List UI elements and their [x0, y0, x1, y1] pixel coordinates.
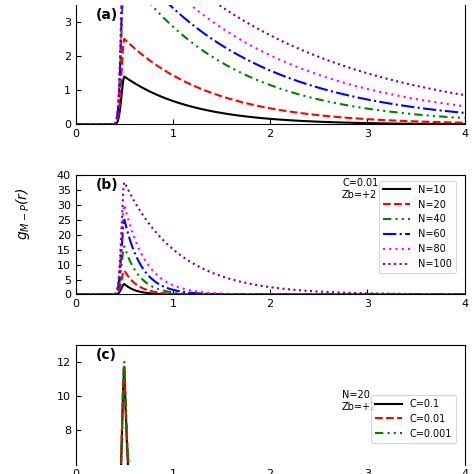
- Legend: N=10, N=20, N=40, N=60, N=80, N=100: N=10, N=20, N=40, N=60, N=80, N=100: [379, 181, 456, 273]
- Text: C=0.01
Zb=+2: C=0.01 Zb=+2: [342, 178, 378, 200]
- Text: (b): (b): [95, 178, 118, 192]
- Text: (c): (c): [95, 348, 116, 362]
- Text: (a): (a): [95, 8, 118, 22]
- Text: g$_{M-P}$(r): g$_{M-P}$(r): [14, 187, 32, 240]
- Text: N=20
Zb=+2: N=20 Zb=+2: [342, 390, 377, 412]
- Legend: C=0.1, C=0.01, C=0.001: C=0.1, C=0.01, C=0.001: [371, 395, 456, 443]
